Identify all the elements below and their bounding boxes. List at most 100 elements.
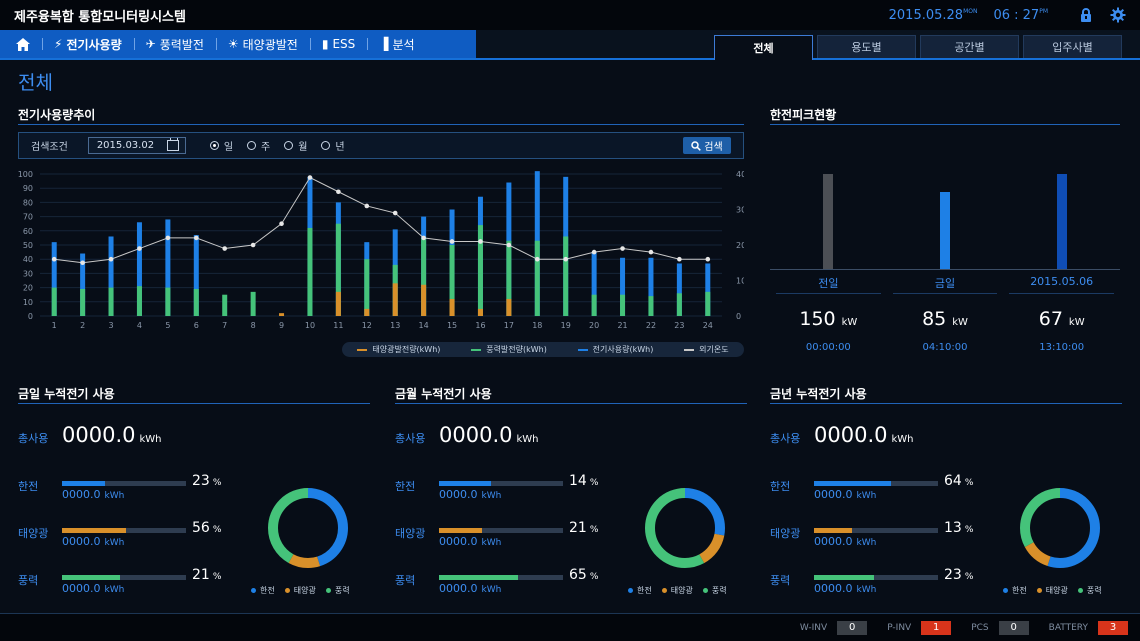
- source-row-wind: 풍력 21% 0000.0 kWh: [18, 567, 222, 595]
- y-tick-label-left: 50: [23, 241, 33, 250]
- y-tick-label-left: 40: [23, 255, 33, 264]
- y-tick-label-right: 30: [736, 206, 744, 215]
- peak-max-date: 2015.05.06 67 kW 13:10:00: [1003, 275, 1120, 353]
- source-row-solar: 태양광 21% 0000.0 kWh: [395, 520, 599, 548]
- y-tick-label-right: 40: [736, 170, 744, 179]
- x-tick-label: 18: [532, 321, 542, 330]
- x-tick-label: 2: [80, 321, 85, 330]
- percent-value: 14%: [569, 473, 599, 489]
- radio-year[interactable]: 년: [321, 138, 345, 153]
- bar-usage: [705, 263, 711, 316]
- percent-value: 64%: [944, 473, 974, 489]
- status-badge: 0: [998, 620, 1029, 635]
- legend-solar: 태양광: [1036, 585, 1068, 596]
- x-tick-label: 24: [703, 321, 713, 330]
- bar-usage: [136, 222, 142, 316]
- lock-icon[interactable]: [1078, 7, 1094, 23]
- x-tick-label: 20: [589, 321, 599, 330]
- peak-previous-day: 전일 150 kW 00:00:00: [770, 275, 887, 353]
- y-tick-label-left: 30: [23, 269, 33, 278]
- bar-wind: [705, 291, 711, 316]
- progress-bar: [814, 575, 938, 580]
- progress-fill: [439, 481, 492, 486]
- cumulative-panel-today: 금일 누적전기 사용 총사용 0000.0 kWh 한전 23% 0000.0 kW…: [18, 380, 370, 600]
- progress-fill: [62, 481, 106, 486]
- kwh-value: 0000.0 kWh: [62, 582, 125, 595]
- temperature-point: [677, 256, 682, 262]
- x-tick-label: 23: [674, 321, 684, 330]
- panel-title: 금년 누적전기 사용: [770, 387, 867, 401]
- kwh-value: 0000.0 kWh: [814, 488, 877, 501]
- progress-bar: [814, 528, 938, 533]
- progress-bar: [62, 575, 186, 580]
- search-icon: [691, 140, 702, 151]
- search-bar: 검색조건 2015.03.02 일 주 월 년 검색: [18, 132, 744, 159]
- progress-bar: [62, 528, 186, 533]
- total-value: 0000.0 kWh: [62, 423, 162, 447]
- nav-item-wind[interactable]: ✈ 풍력발전: [133, 30, 216, 58]
- search-button[interactable]: 검색: [683, 137, 731, 154]
- temperature-point: [108, 256, 114, 262]
- gear-icon[interactable]: [1110, 7, 1126, 23]
- page-title: 전체: [18, 72, 53, 94]
- x-tick-label: 12: [362, 321, 372, 330]
- nav-item-solar[interactable]: ☀ 태양광발전: [215, 30, 310, 58]
- home-icon: [16, 37, 30, 51]
- temperature-point: [478, 239, 483, 244]
- y-tick-label-left: 0: [28, 312, 33, 321]
- date-field[interactable]: 2015.03.02: [87, 137, 186, 154]
- y-tick-label-left: 80: [23, 198, 33, 207]
- temperature-point: [137, 246, 142, 251]
- legend-wind: 풍력: [325, 585, 350, 596]
- radio-day[interactable]: 일: [209, 138, 233, 153]
- peak-bar: [823, 174, 833, 269]
- y-tick-label-left: 60: [23, 227, 33, 236]
- bar-wind: [250, 291, 256, 316]
- x-tick-label: 19: [561, 321, 571, 330]
- y-tick-label-left: 10: [23, 298, 33, 307]
- source-row-grid: 한전 14% 0000.0 kWh: [395, 473, 599, 501]
- home-button[interactable]: [0, 30, 42, 58]
- wind-turbine-icon: ✈: [145, 37, 156, 51]
- peak-today: 금일 85 kW 04:10:00: [887, 275, 1004, 353]
- progress-bar: [439, 575, 563, 580]
- bar-solar: [449, 298, 455, 316]
- percent-value: 21%: [569, 520, 599, 536]
- kwh-value: 0000.0 kWh: [439, 582, 502, 595]
- top-bar: 제주융복합 통합모니터링시스템 2015.05.28MON 06 : 27PM: [0, 0, 1140, 30]
- calendar-icon[interactable]: [166, 138, 179, 151]
- temperature-point: [648, 249, 654, 255]
- legend-grid: 한전: [1003, 585, 1027, 596]
- tab-by-usage[interactable]: 용도별: [817, 35, 916, 58]
- tab-by-space[interactable]: 공간별: [920, 35, 1019, 58]
- temperature-point: [336, 189, 341, 195]
- radio-week[interactable]: 주: [247, 138, 270, 153]
- donut-legend: 한전 태양광 풍력: [1003, 585, 1102, 596]
- bar-wind: [335, 223, 341, 316]
- y-tick-label-left: 20: [23, 284, 33, 293]
- nav-item-ess[interactable]: ▮ ESS: [309, 30, 367, 58]
- y-tick-label-left: 90: [23, 184, 33, 193]
- radio-month[interactable]: 월: [284, 138, 307, 153]
- y-tick-label-left: 70: [23, 213, 33, 222]
- legend-wind: 풍력: [702, 585, 727, 596]
- donut-legend: 한전 태양광 풍력: [628, 585, 727, 596]
- tab-by-tenant[interactable]: 입주사별: [1023, 35, 1122, 58]
- bar-solar: [392, 283, 398, 316]
- progress-fill: [814, 575, 874, 580]
- total-label: 총사용: [395, 432, 426, 445]
- bar-solar: [279, 313, 285, 316]
- progress-fill: [814, 528, 853, 533]
- nav-item-electricity[interactable]: ⚡ 전기사용량: [42, 30, 134, 58]
- nav-item-analysis[interactable]: ▐ 분석: [367, 30, 426, 58]
- bar-wind: [51, 287, 57, 316]
- peak-divider: [770, 124, 1120, 125]
- bar-usage: [165, 219, 171, 316]
- period-radios: 일 주 월 년: [209, 138, 345, 153]
- progress-bar: [814, 481, 938, 486]
- tab-all[interactable]: 전체: [714, 35, 813, 60]
- temperature-point: [364, 203, 370, 209]
- bar-wind: [136, 286, 142, 316]
- percent-value: 23%: [944, 567, 974, 583]
- bar-wind: [591, 294, 597, 316]
